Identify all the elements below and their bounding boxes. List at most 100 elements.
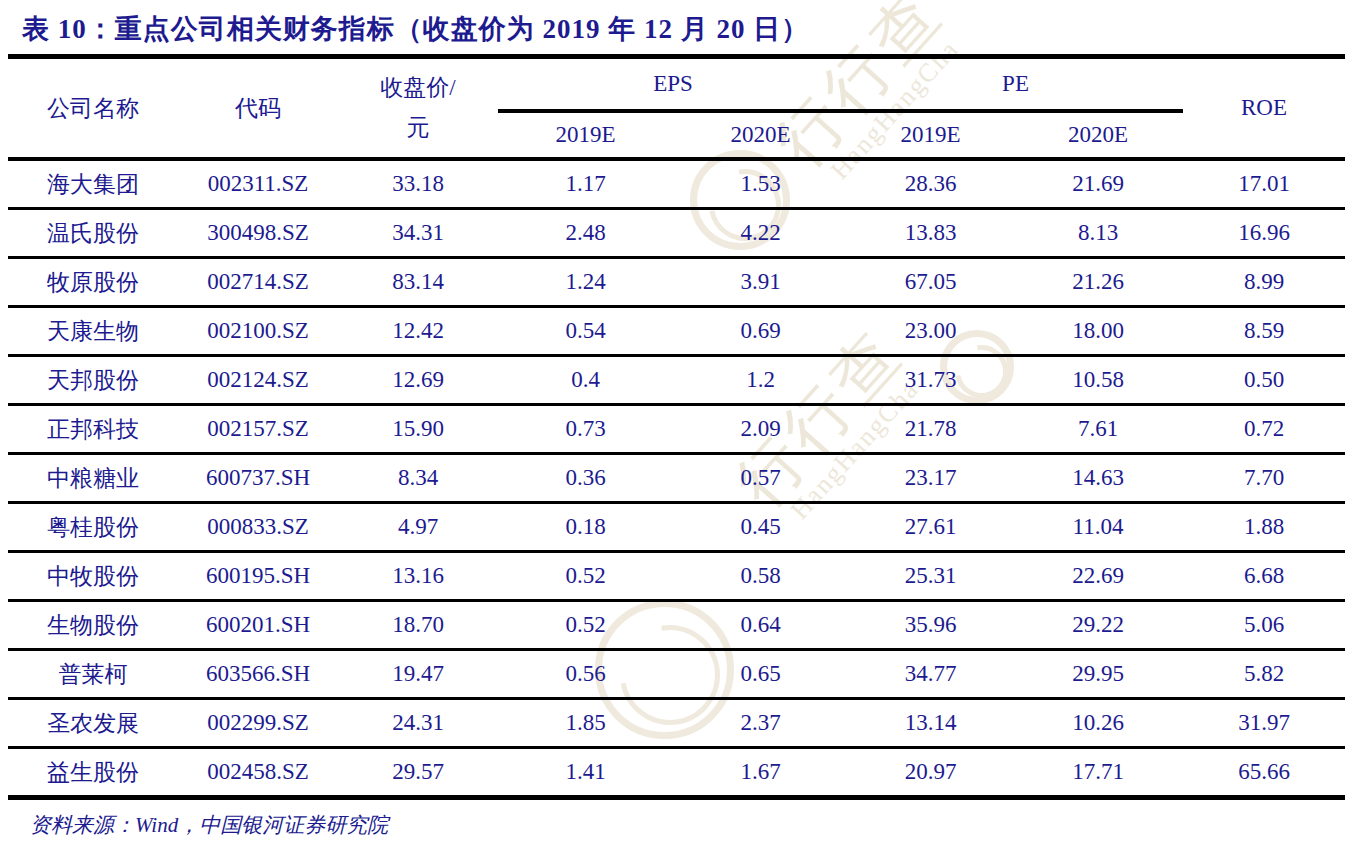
roe-cell: 5.82 xyxy=(1183,650,1345,699)
table-row: 海大集团002311.SZ33.181.171.5328.3621.6917.0… xyxy=(8,159,1345,209)
pe-2019e-cell: 27.61 xyxy=(848,503,1013,552)
stock-code-cell: 000833.SZ xyxy=(178,503,338,552)
col-header-pe-2019e: 2019E xyxy=(848,111,1013,159)
table-row: 天康生物002100.SZ12.420.540.6923.0018.008.59 xyxy=(8,307,1345,356)
col-header-company: 公司名称 xyxy=(8,57,178,160)
company-name-cell: 中牧股份 xyxy=(8,552,178,601)
col-header-eps-2020e: 2020E xyxy=(673,111,848,159)
col-header-pe-2020e: 2020E xyxy=(1013,111,1183,159)
roe-cell: 8.99 xyxy=(1183,258,1345,307)
company-name-cell: 生物股份 xyxy=(8,601,178,650)
eps-2019e-cell: 0.73 xyxy=(498,405,673,454)
company-name-cell: 天康生物 xyxy=(8,307,178,356)
roe-cell: 1.88 xyxy=(1183,503,1345,552)
stock-code-cell: 600737.SH xyxy=(178,454,338,503)
pe-2019e-cell: 21.78 xyxy=(848,405,1013,454)
pe-2019e-cell: 35.96 xyxy=(848,601,1013,650)
col-header-code: 代码 xyxy=(178,57,338,160)
stock-code-cell: 002299.SZ xyxy=(178,699,338,748)
table-row: 圣农发展002299.SZ24.311.852.3713.1410.2631.9… xyxy=(8,699,1345,748)
table-row: 普莱柯603566.SH19.470.560.6534.7729.955.82 xyxy=(8,650,1345,699)
table-row: 粤桂股份000833.SZ4.970.180.4527.6111.041.88 xyxy=(8,503,1345,552)
table-title: 表 10：重点公司相关财务指标（收盘价为 2019 年 12 月 20 日） xyxy=(0,0,1353,54)
pe-2019e-cell: 23.00 xyxy=(848,307,1013,356)
close-price-cell: 8.34 xyxy=(338,454,498,503)
close-price-header-line2: 元 xyxy=(407,115,430,140)
eps-2020e-cell: 0.65 xyxy=(673,650,848,699)
table-row: 天邦股份002124.SZ12.690.41.231.7310.580.50 xyxy=(8,356,1345,405)
financial-indicators-table: 公司名称 代码 收盘价/ 元 EPS PE ROE 2019E 2020E 20… xyxy=(8,54,1345,800)
pe-2020e-cell: 21.69 xyxy=(1013,159,1183,209)
eps-2019e-cell: 1.17 xyxy=(498,159,673,209)
company-name-cell: 海大集团 xyxy=(8,159,178,209)
eps-2019e-cell: 0.18 xyxy=(498,503,673,552)
close-price-cell: 12.42 xyxy=(338,307,498,356)
stock-code-cell: 600195.SH xyxy=(178,552,338,601)
company-name-cell: 益生股份 xyxy=(8,748,178,798)
pe-2019e-cell: 31.73 xyxy=(848,356,1013,405)
eps-2020e-cell: 1.2 xyxy=(673,356,848,405)
col-group-pe: PE xyxy=(848,57,1183,112)
eps-2020e-cell: 0.58 xyxy=(673,552,848,601)
col-group-eps: EPS xyxy=(498,57,848,112)
roe-cell: 6.68 xyxy=(1183,552,1345,601)
pe-2020e-cell: 7.61 xyxy=(1013,405,1183,454)
stock-code-cell: 002458.SZ xyxy=(178,748,338,798)
eps-2019e-cell: 0.52 xyxy=(498,601,673,650)
close-price-header-line1: 收盘价/ xyxy=(380,75,455,100)
pe-2019e-cell: 28.36 xyxy=(848,159,1013,209)
stock-code-cell: 002157.SZ xyxy=(178,405,338,454)
company-name-cell: 正邦科技 xyxy=(8,405,178,454)
table-row: 中牧股份600195.SH13.160.520.5825.3122.696.68 xyxy=(8,552,1345,601)
close-price-cell: 12.69 xyxy=(338,356,498,405)
stock-code-cell: 300498.SZ xyxy=(178,209,338,258)
close-price-cell: 19.47 xyxy=(338,650,498,699)
company-name-cell: 普莱柯 xyxy=(8,650,178,699)
report-table-page: 表 10：重点公司相关财务指标（收盘价为 2019 年 12 月 20 日） 公… xyxy=(0,0,1353,839)
pe-2020e-cell: 10.58 xyxy=(1013,356,1183,405)
eps-2020e-cell: 0.69 xyxy=(673,307,848,356)
pe-2019e-cell: 13.83 xyxy=(848,209,1013,258)
close-price-cell: 34.31 xyxy=(338,209,498,258)
pe-2020e-cell: 10.26 xyxy=(1013,699,1183,748)
close-price-cell: 4.97 xyxy=(338,503,498,552)
company-name-cell: 牧原股份 xyxy=(8,258,178,307)
pe-2020e-cell: 21.26 xyxy=(1013,258,1183,307)
company-name-cell: 天邦股份 xyxy=(8,356,178,405)
close-price-cell: 18.70 xyxy=(338,601,498,650)
stock-code-cell: 603566.SH xyxy=(178,650,338,699)
close-price-cell: 33.18 xyxy=(338,159,498,209)
eps-2019e-cell: 1.85 xyxy=(498,699,673,748)
eps-2019e-cell: 0.56 xyxy=(498,650,673,699)
stock-code-cell: 002124.SZ xyxy=(178,356,338,405)
eps-2020e-cell: 0.57 xyxy=(673,454,848,503)
table-body: 海大集团002311.SZ33.181.171.5328.3621.6917.0… xyxy=(8,159,1345,798)
roe-cell: 16.96 xyxy=(1183,209,1345,258)
eps-2019e-cell: 2.48 xyxy=(498,209,673,258)
eps-2019e-cell: 1.24 xyxy=(498,258,673,307)
table-header: 公司名称 代码 收盘价/ 元 EPS PE ROE 2019E 2020E 20… xyxy=(8,57,1345,160)
pe-2020e-cell: 22.69 xyxy=(1013,552,1183,601)
eps-2020e-cell: 3.91 xyxy=(673,258,848,307)
pe-2020e-cell: 18.00 xyxy=(1013,307,1183,356)
pe-2020e-cell: 17.71 xyxy=(1013,748,1183,798)
table-row: 中粮糖业600737.SH8.340.360.5723.1714.637.70 xyxy=(8,454,1345,503)
roe-cell: 8.59 xyxy=(1183,307,1345,356)
eps-2020e-cell: 4.22 xyxy=(673,209,848,258)
pe-2020e-cell: 8.13 xyxy=(1013,209,1183,258)
roe-cell: 65.66 xyxy=(1183,748,1345,798)
eps-2020e-cell: 2.09 xyxy=(673,405,848,454)
col-header-roe: ROE xyxy=(1183,57,1345,160)
close-price-cell: 15.90 xyxy=(338,405,498,454)
close-price-cell: 29.57 xyxy=(338,748,498,798)
eps-2020e-cell: 2.37 xyxy=(673,699,848,748)
close-price-cell: 24.31 xyxy=(338,699,498,748)
pe-2019e-cell: 67.05 xyxy=(848,258,1013,307)
close-price-cell: 83.14 xyxy=(338,258,498,307)
pe-2020e-cell: 11.04 xyxy=(1013,503,1183,552)
pe-2019e-cell: 34.77 xyxy=(848,650,1013,699)
eps-2019e-cell: 0.36 xyxy=(498,454,673,503)
roe-cell: 17.01 xyxy=(1183,159,1345,209)
roe-cell: 0.72 xyxy=(1183,405,1345,454)
roe-cell: 31.97 xyxy=(1183,699,1345,748)
